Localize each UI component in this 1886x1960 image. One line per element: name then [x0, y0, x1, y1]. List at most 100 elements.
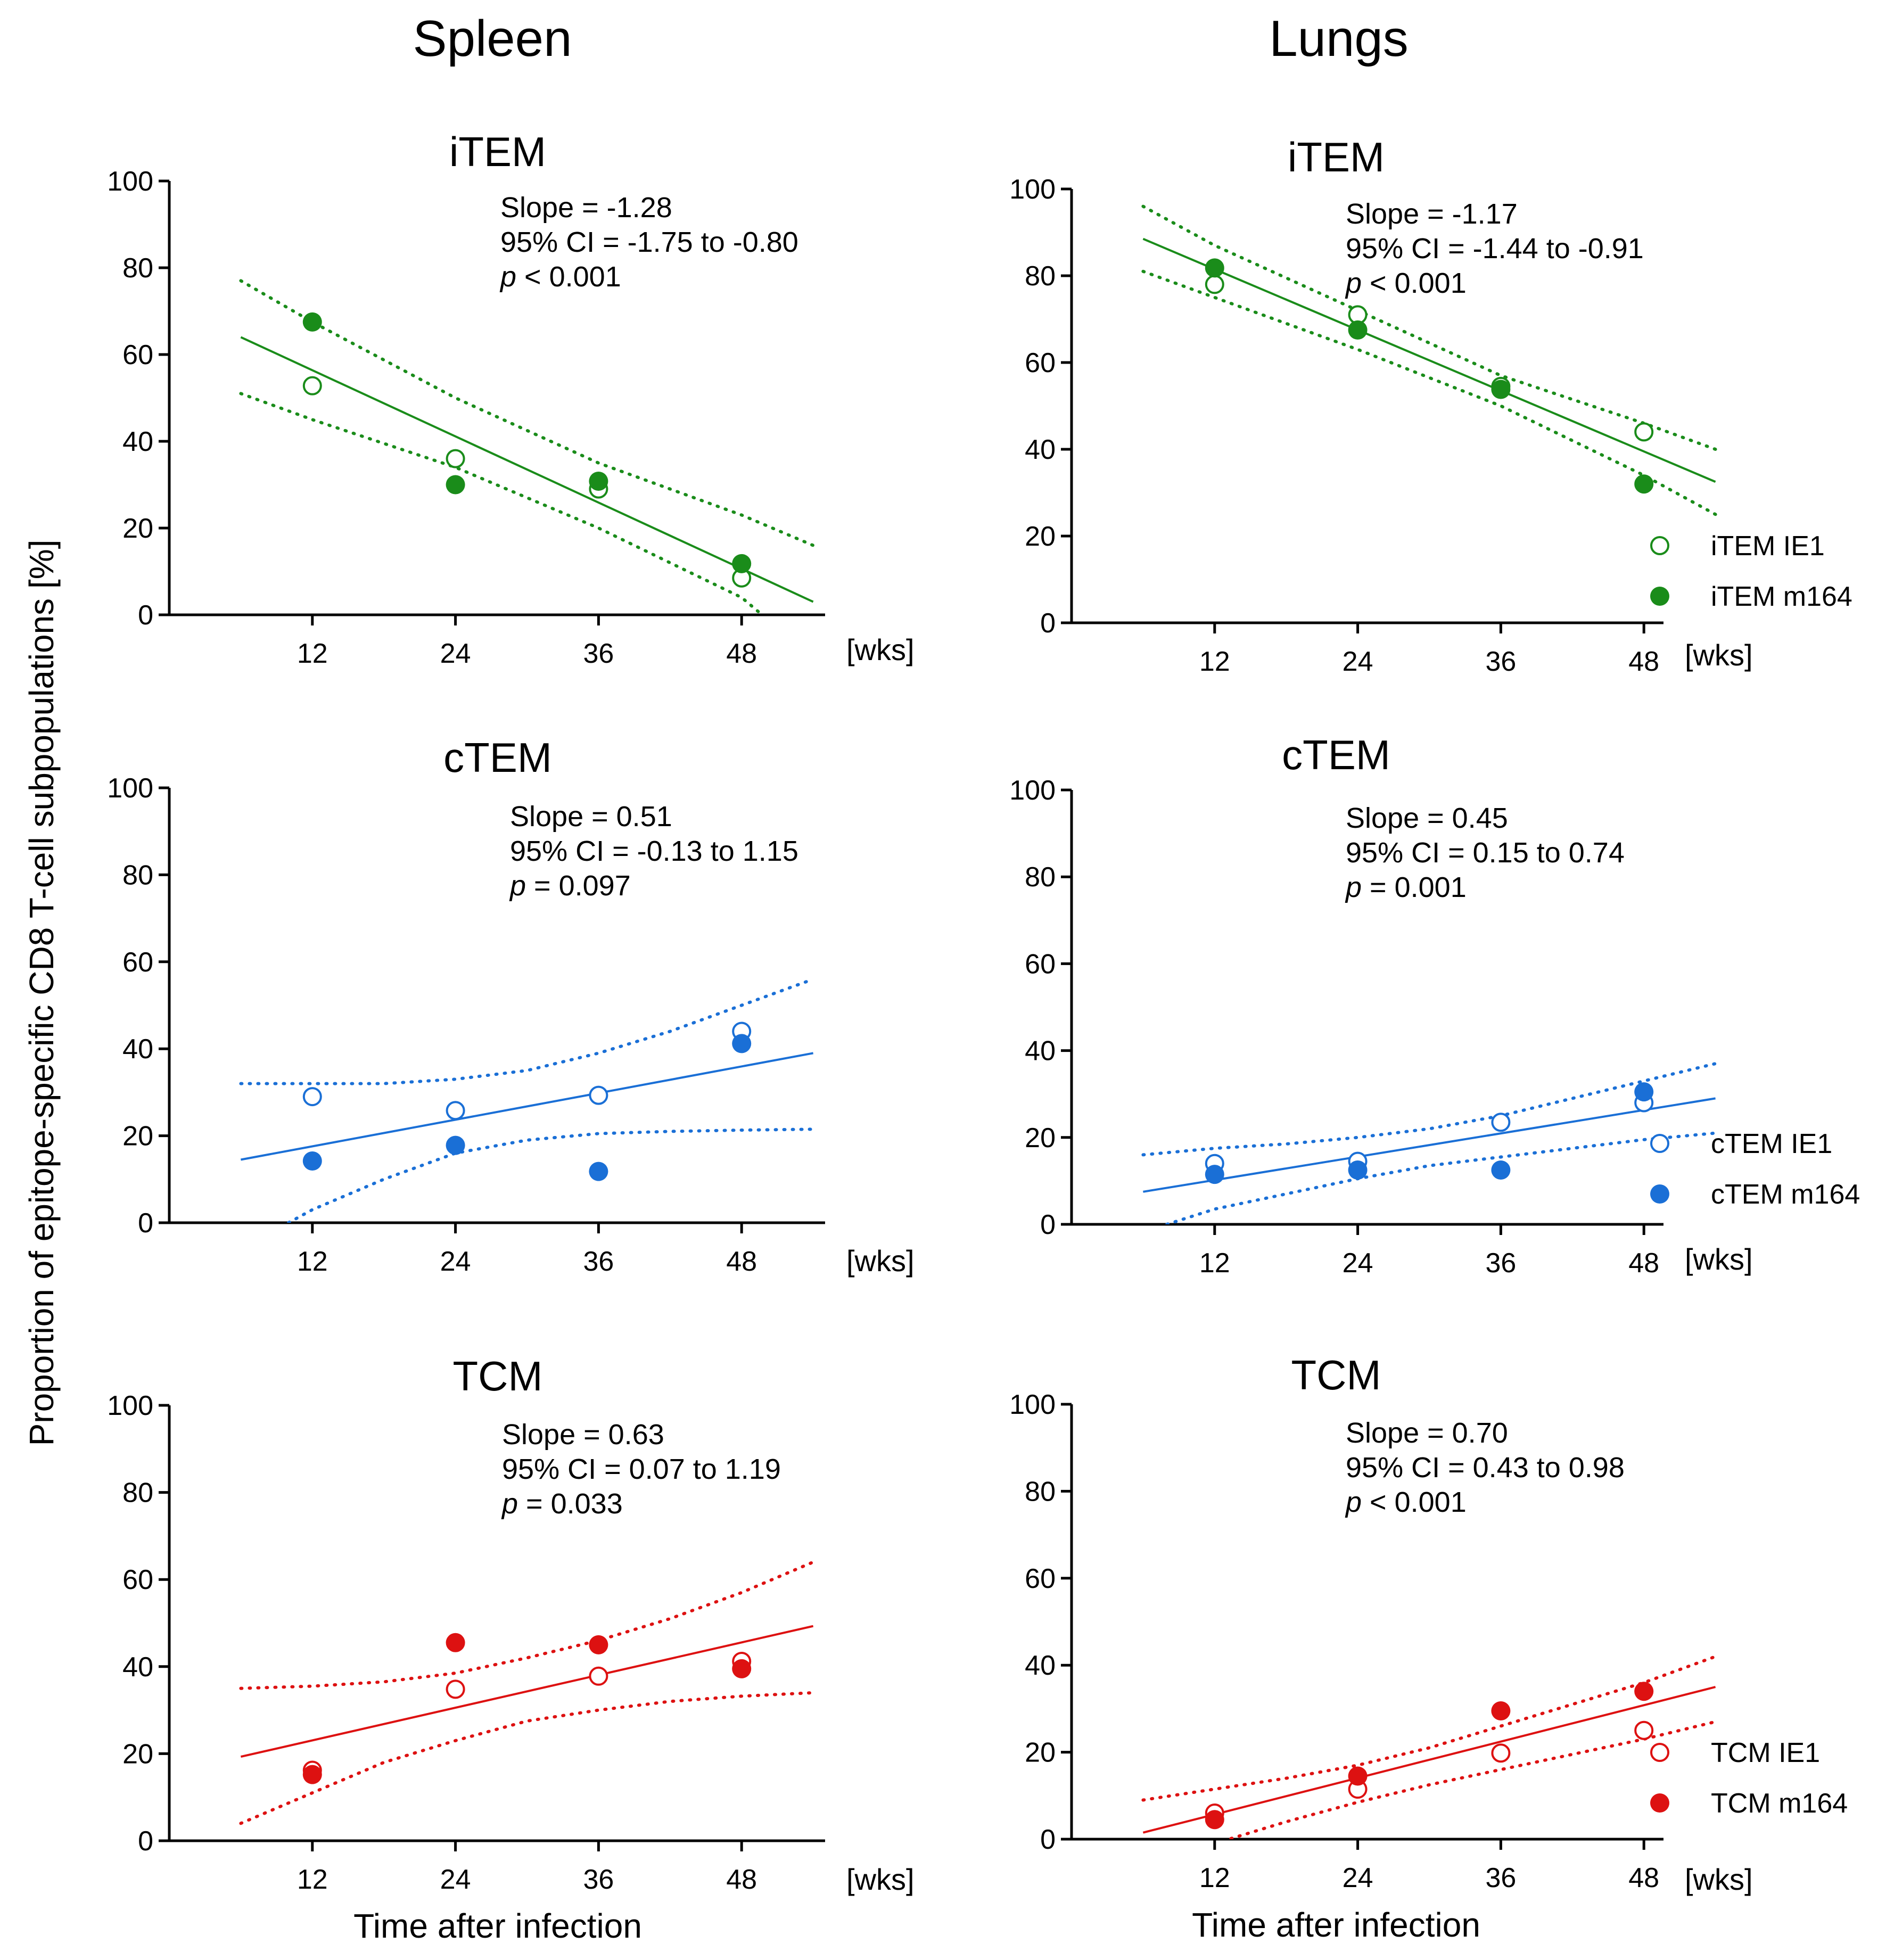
y-tick-label: 80 [122, 1478, 153, 1509]
stat-p: p = 0.001 [1345, 871, 1467, 903]
stat-ci: 95% CI = 0.15 to 0.74 [1346, 837, 1625, 869]
panel-spleen-ctem: 0 20 40 60 80 100 12 24 36 48 [wks] cTEM Slope = 0.5… [107, 734, 914, 1278]
stat-slope: Slope = 0.45 [1346, 802, 1508, 834]
x-tick-label: 48 [1628, 1248, 1659, 1279]
stat-slope: Slope = -1.28 [500, 192, 672, 224]
x-tick-label: 12 [1199, 1863, 1230, 1893]
y-tick-label: 80 [122, 860, 153, 891]
stat-ci: 95% CI = 0.43 to 0.98 [1346, 1452, 1625, 1484]
x-tick-label: 12 [297, 638, 328, 669]
panel-title: cTEM [1282, 731, 1390, 778]
x-tick-label: 24 [440, 1246, 471, 1277]
y-tick-label: 60 [122, 947, 153, 978]
x-tick-label: 36 [583, 638, 614, 669]
x-unit-label: [wks] [846, 1244, 915, 1278]
ci-upper-band [1141, 1062, 1717, 1157]
column-title-lungs: Lungs [1269, 10, 1409, 67]
x-unit-label: [wks] [1685, 638, 1753, 672]
y-tick-label: 20 [122, 1121, 153, 1152]
data-point-open [1634, 1720, 1654, 1740]
panel-title: iTEM [1288, 134, 1385, 180]
regression-line [1142, 1686, 1716, 1834]
x-tick-label: 48 [726, 638, 757, 669]
stat-slope: Slope = 0.51 [510, 801, 672, 833]
y-tick-label: 20 [1025, 1737, 1056, 1768]
stat-p-value: = 0.001 [1362, 871, 1467, 903]
legend-label: cTEM m164 [1711, 1179, 1860, 1210]
fit-group [239, 977, 815, 1223]
stat-p: p < 0.001 [1345, 267, 1467, 299]
stat-p-symbol: p [501, 1488, 518, 1520]
stat-p-symbol: p [1345, 267, 1362, 299]
data-point-filled [589, 471, 608, 491]
ci-upper-band [239, 1560, 815, 1690]
data-point-open [589, 1085, 608, 1105]
x-tick-label: 48 [726, 1864, 757, 1895]
legend-marker-open [1650, 536, 1669, 555]
data-point-open [446, 1679, 465, 1699]
y-tick-label: 40 [122, 1034, 153, 1065]
stat-ci: 95% CI = -1.44 to -0.91 [1346, 233, 1644, 265]
x-tick-label: 12 [297, 1864, 328, 1895]
y-tick-label: 40 [122, 426, 153, 457]
stat-p-value: < 0.001 [1362, 1486, 1467, 1518]
y-tick-label: 60 [122, 1564, 153, 1595]
x-unit-label: [wks] [846, 1863, 915, 1896]
legend-label: TCM m164 [1711, 1788, 1848, 1819]
y-tick-label: 100 [1009, 1389, 1056, 1420]
fit-group [1141, 1654, 1717, 1839]
ci-upper-band [239, 977, 815, 1085]
y-tick-label: 40 [122, 1652, 153, 1683]
x-tick-label: 12 [1199, 646, 1230, 677]
x-tick-label: 36 [1485, 1248, 1516, 1279]
data-point-open [1491, 1743, 1511, 1763]
stat-p-value: < 0.001 [1362, 267, 1467, 299]
x-axis-title-spleen: Time after infection [353, 1907, 642, 1945]
x-axis-title-lungs: Time after infection [1192, 1906, 1480, 1944]
data-point-filled [1634, 474, 1654, 494]
y-tick-label: 80 [1025, 261, 1056, 292]
legend-tcm: TCM IE1 TCM m164 [1650, 1737, 1848, 1819]
y-tick-label: 0 [138, 600, 153, 631]
data-point-filled [1205, 1810, 1224, 1830]
ci-lower-band [1223, 1720, 1717, 1839]
panel-title: iTEM [449, 128, 546, 175]
x-tick-label: 12 [297, 1246, 328, 1277]
stat-p: p < 0.001 [1345, 1486, 1467, 1518]
data-point-filled [302, 312, 322, 332]
data-point-filled [1205, 1165, 1224, 1184]
regression-line [1143, 1097, 1716, 1193]
data-point-filled [1205, 258, 1224, 278]
data-point-open [589, 1666, 608, 1686]
fit-group [1141, 204, 1717, 516]
y-tick-label: 100 [1009, 174, 1056, 205]
x-tick-label: 24 [440, 638, 471, 669]
y-tick-label: 60 [1025, 1563, 1056, 1594]
y-tick-label: 80 [1025, 862, 1056, 893]
column-title-spleen: Spleen [413, 10, 572, 67]
y-tick-label: 60 [1025, 348, 1056, 378]
legend-item: iTEM IE1 iTEM m164 [1650, 531, 1852, 612]
data-point-open [446, 1101, 465, 1121]
fit-group [1141, 1062, 1717, 1224]
stat-p-value: = 0.033 [518, 1488, 623, 1520]
x-tick-label: 36 [583, 1246, 614, 1277]
stat-ci: 95% CI = -1.75 to -0.80 [500, 226, 798, 258]
legend-label: iTEM IE1 [1711, 531, 1825, 562]
y-tick-label: 0 [1040, 1824, 1056, 1855]
y-tick-label: 0 [1040, 1209, 1056, 1240]
ci-lower-band [239, 1691, 815, 1825]
legend-marker-open [1650, 1743, 1669, 1762]
stat-p: p = 0.097 [509, 870, 631, 902]
x-tick-label: 24 [440, 1864, 471, 1895]
panel-spleen-tcm: 0 20 40 60 80 100 12 24 36 48 [wks] TCM Slope = 0.63… [107, 1353, 914, 1896]
ci-lower-band [1165, 1131, 1717, 1224]
data-point-filled [732, 554, 752, 573]
ci-upper-band [1141, 1654, 1717, 1802]
y-tick-label: 100 [107, 1390, 153, 1421]
regression-line [240, 336, 814, 603]
data-point-filled [1634, 1682, 1654, 1701]
stat-p: p < 0.001 [499, 261, 621, 293]
x-tick-label: 24 [1343, 646, 1373, 677]
